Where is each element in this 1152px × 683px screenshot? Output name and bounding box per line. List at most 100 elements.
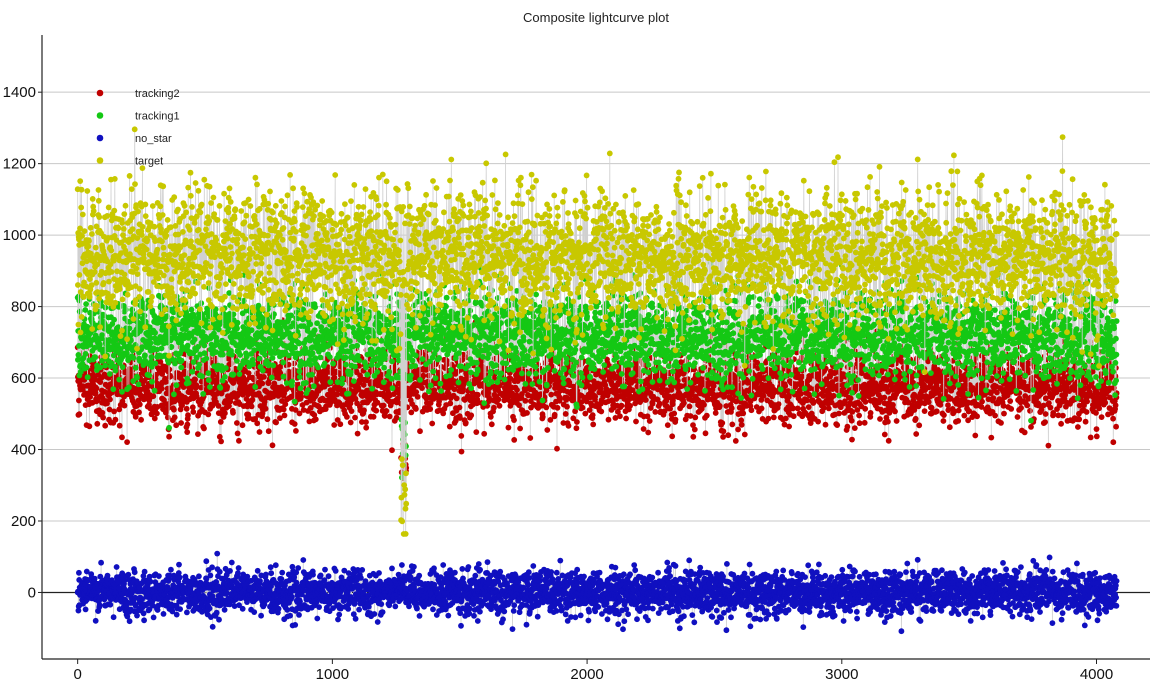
point-no_star-720	[258, 612, 264, 619]
point-no_star-3738	[1026, 571, 1033, 577]
point-no_star-282	[146, 606, 153, 613]
point-tracking2-809	[280, 406, 287, 413]
point-no_star-3827	[1049, 620, 1056, 626]
point-no_star-2791	[785, 607, 792, 613]
point-tracking2-184	[121, 402, 128, 409]
point-no_star-3257	[904, 560, 911, 567]
point-no_star-212	[128, 590, 135, 597]
point-no_star-941	[314, 615, 321, 622]
point-no_star-444	[187, 584, 194, 591]
point-no_star-499	[201, 594, 208, 601]
point-no_star-3741	[1027, 607, 1034, 614]
point-tracking2-628	[234, 430, 241, 437]
point-no_star-337	[160, 611, 167, 617]
point-tracking2-330	[158, 385, 165, 392]
point-no_star-800	[278, 576, 285, 582]
point-no_star-86	[96, 602, 103, 609]
point-no_star-1561	[472, 572, 479, 579]
point-no_star-3863	[1058, 616, 1065, 623]
point-no_star-1789	[530, 563, 537, 569]
point-no_star-263	[141, 568, 148, 575]
point-no_star-3553	[979, 614, 986, 621]
point-no_star-577	[221, 606, 228, 613]
point-no_star-2555	[725, 607, 732, 613]
point-no_star-1895	[557, 557, 564, 564]
point-no_star-2144	[620, 571, 627, 578]
point-no_star-372	[169, 608, 176, 615]
point-tracking2-431	[184, 421, 191, 428]
point-no_star-3913	[1071, 588, 1078, 595]
point-no_star-1165	[371, 611, 378, 617]
point-no_star-3298	[914, 556, 921, 563]
point-no_star-558	[216, 568, 223, 575]
point-no_star-3360	[930, 608, 937, 614]
point-no_star-2044	[595, 604, 602, 610]
point-no_star-648	[239, 605, 246, 612]
point-no_star-3352	[928, 579, 935, 586]
point-no_star-2849	[800, 624, 807, 630]
point-no_star-2315	[664, 559, 671, 566]
point-no_star-2534	[720, 573, 726, 580]
chart-title: Composite lightcurve plot	[523, 10, 669, 25]
point-no_star-389	[173, 611, 180, 618]
point-no_star-2146	[621, 618, 628, 625]
point-no_star-2122	[615, 621, 622, 628]
point-no_star-529	[209, 593, 216, 599]
point-tracking2-74	[93, 385, 100, 392]
point-no_star-680	[248, 577, 254, 584]
point-tracking2-496	[201, 425, 207, 432]
point-no_star-1273	[399, 562, 405, 568]
point-no_star-153	[113, 564, 120, 570]
point-no_star-2258	[649, 605, 656, 612]
point-no_star-2256	[649, 574, 656, 581]
point-no_star-2161	[625, 611, 631, 618]
point-no_star-3060	[854, 615, 860, 622]
point-no_star-1859	[548, 569, 555, 575]
series-no_star	[74, 550, 1120, 635]
point-no_star-204	[126, 618, 133, 625]
point-no_star-555	[216, 616, 222, 623]
point-no_star-858	[293, 569, 300, 576]
point-no_star-616	[231, 603, 238, 609]
point-no_star-548	[214, 550, 221, 557]
point-tracking2-165	[116, 422, 123, 429]
point-no_star-505	[203, 558, 210, 565]
point-no_star-1881	[553, 569, 560, 576]
point-no_star-2279	[655, 569, 661, 576]
point-no_star-1247	[392, 603, 399, 610]
point-tracking2-430	[184, 429, 191, 435]
point-no_star-3309	[917, 618, 924, 624]
point-tracking2-77	[94, 420, 101, 427]
point-no_star-2649	[749, 570, 756, 577]
point-no_star-3393	[939, 567, 945, 574]
point-tracking2-354	[164, 414, 171, 421]
point-no_star-3070	[856, 573, 863, 580]
point-no_star-1341	[416, 572, 423, 579]
point-no_star-873	[297, 598, 303, 605]
point-no_star-2743	[773, 568, 780, 575]
point-tracking2-363	[167, 372, 174, 379]
point-tracking2-249	[138, 416, 145, 423]
point-no_star-2804	[789, 570, 795, 577]
point-tracking2-745	[264, 416, 271, 423]
point-no_star-2049	[596, 569, 603, 576]
point-no_star-2868	[805, 562, 812, 569]
point-no_star-2347	[672, 563, 679, 569]
point-no_star-3273	[908, 609, 915, 615]
point-no_star-1659	[497, 568, 504, 575]
point-no_star-2935	[822, 572, 829, 579]
point-no_star-1975	[577, 612, 584, 619]
point-no_star-3483	[961, 569, 968, 576]
point-tracking2-765	[269, 442, 276, 449]
point-no_star-3995	[1092, 569, 1099, 576]
point-tracking2-731	[261, 374, 267, 380]
point-tracking2-691	[250, 376, 257, 383]
point-no_star-834	[287, 612, 293, 619]
point-no_star-476	[196, 573, 202, 580]
point-no_star-1342	[416, 613, 423, 619]
point-no_star-295	[149, 602, 156, 609]
point-no_star-1609	[484, 559, 491, 565]
point-no_star-128	[107, 601, 114, 608]
point-tracking2-610	[230, 409, 236, 416]
point-no_star-3803	[1043, 567, 1050, 573]
